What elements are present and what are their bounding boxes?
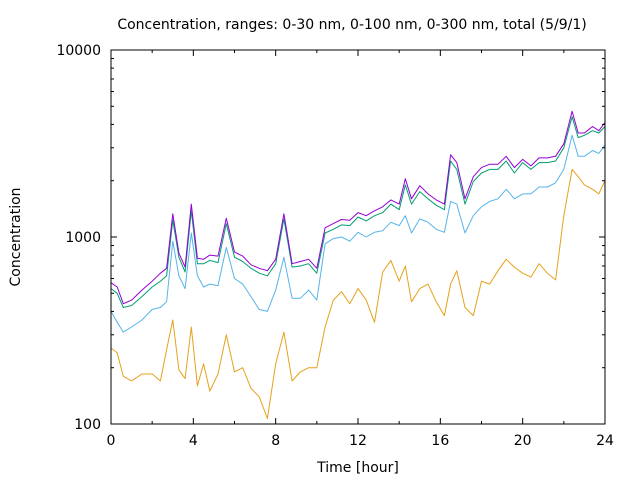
y-tick-label: 100 [74,417,101,433]
series-line-4 [110,110,606,305]
x-tick-label: 24 [596,433,614,449]
x-tick-label: 16 [431,433,449,449]
x-tick-label: 0 [107,433,116,449]
x-tick-label: 12 [349,433,367,449]
x-tick-label: 20 [514,433,532,449]
ticks-layer: 0 4 8 12 16 20 24 100 1000 10000 [56,43,614,449]
series-line-2 [110,134,606,333]
series-line-1 [110,168,606,419]
plot-frame [110,49,606,425]
y-tick-label: 1000 [65,230,101,246]
x-tick-label: 8 [271,433,280,449]
x-axis-label: Time [hour] [316,460,399,476]
y-tick-label: 10000 [56,43,101,59]
series-layer [110,110,606,419]
series-line-3 [110,116,606,308]
x-tick-label: 4 [189,433,198,449]
chart-title: Concentration, ranges: 0-30 nm, 0-100 nm… [117,17,586,33]
y-axis-label: Concentration [8,187,24,286]
